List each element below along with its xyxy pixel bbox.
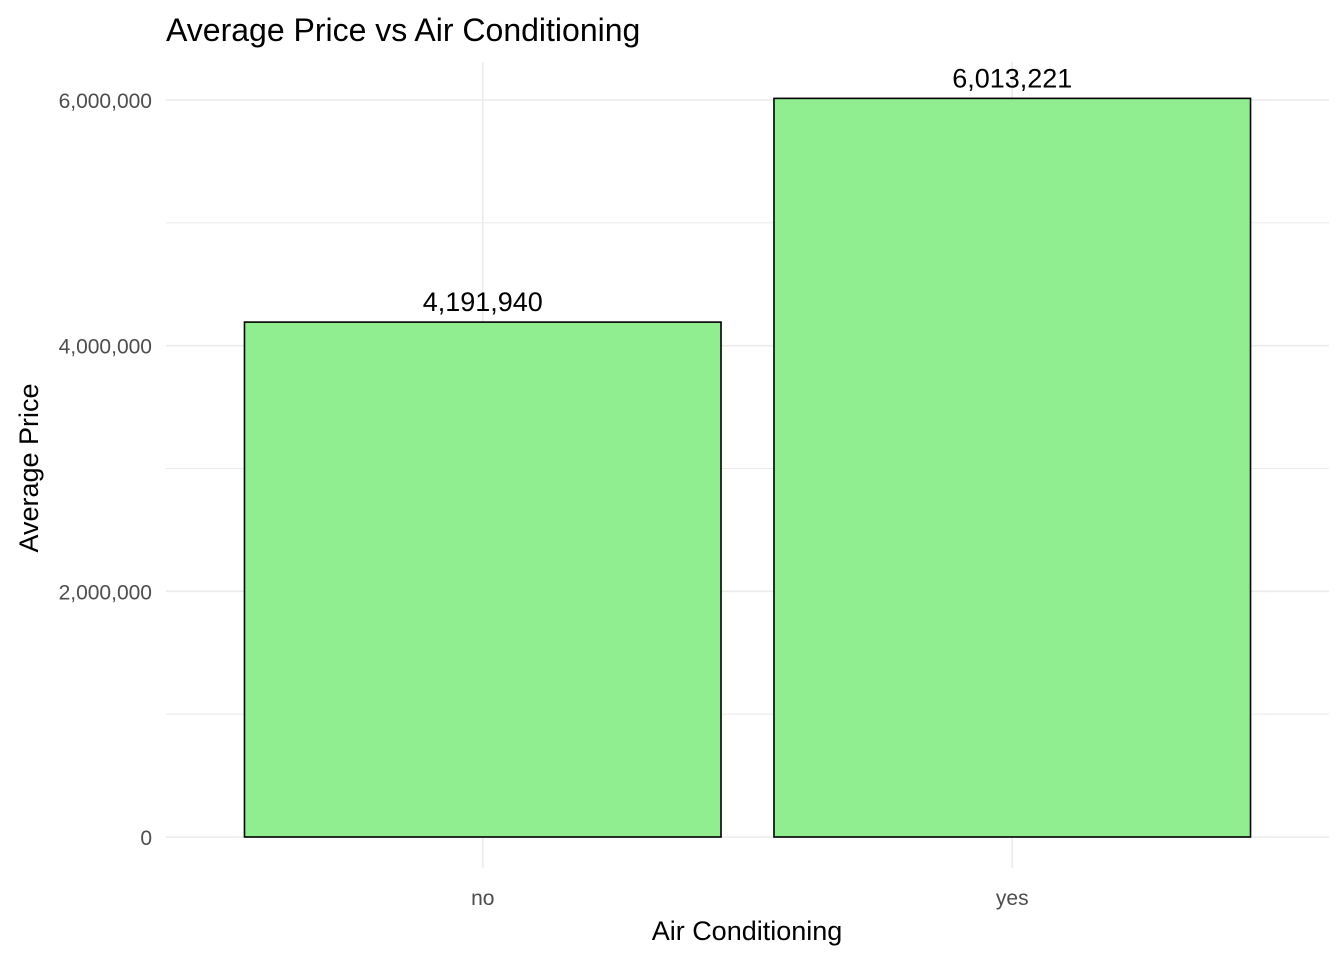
y-axis-ticks: 0 2,000,000 4,000,000 6,000,000 — [59, 90, 152, 850]
y-axis-title: Average Price — [14, 383, 44, 552]
x-axis-title: Air Conditioning — [652, 916, 843, 946]
x-tick-label: yes — [996, 887, 1029, 910]
x-tick-label: no — [471, 887, 494, 910]
bar-no — [243, 321, 722, 838]
bars — [243, 97, 1252, 838]
y-tick-label: 6,000,000 — [59, 90, 152, 113]
chart-title: Average Price vs Air Conditioning — [166, 12, 640, 48]
data-label-no: 4,191,940 — [423, 287, 543, 317]
bar-yes — [773, 97, 1252, 838]
y-tick-label: 0 — [140, 827, 152, 850]
x-axis-ticks: no yes — [471, 887, 1029, 910]
y-tick-label: 2,000,000 — [59, 581, 152, 604]
data-labels: 4,191,940 6,013,221 — [423, 63, 1073, 317]
data-label-yes: 6,013,221 — [952, 63, 1072, 93]
y-tick-label: 4,000,000 — [59, 336, 152, 359]
